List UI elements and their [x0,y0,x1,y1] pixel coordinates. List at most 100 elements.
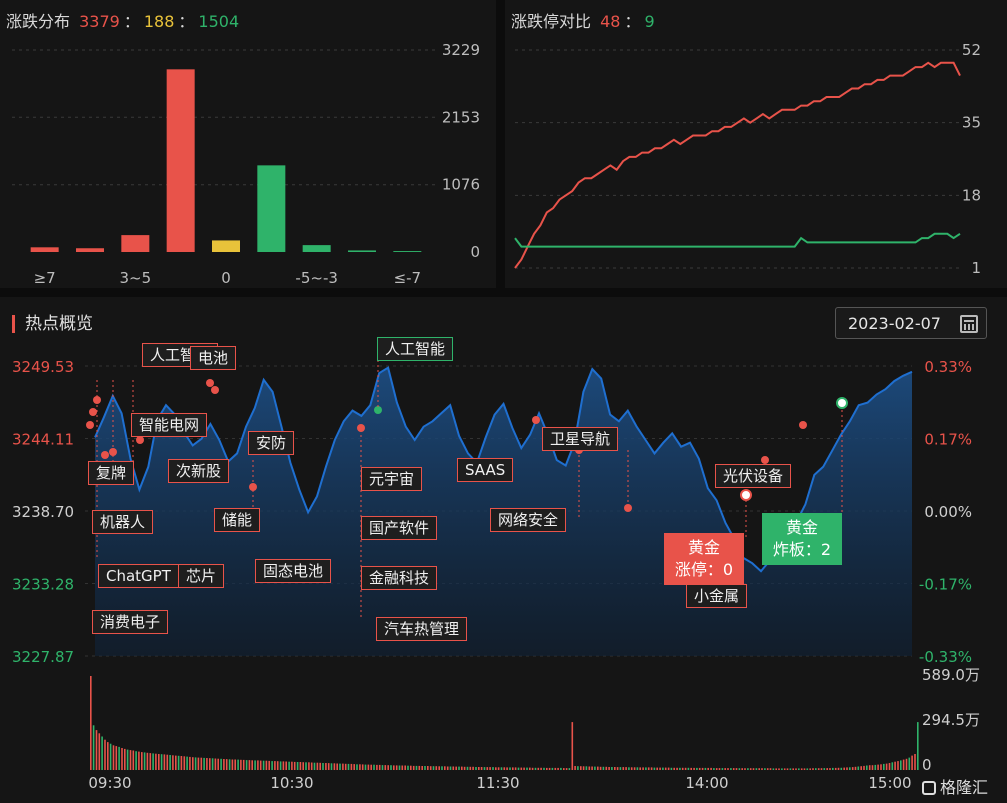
volume-bar [333,763,336,770]
date-picker[interactable]: 2023-02-07 [835,307,987,339]
volume-bar [829,768,831,770]
volume-bar [608,767,610,770]
volume-bar [401,765,404,770]
volume-bar [826,768,828,770]
volume-bar [206,758,208,770]
volume-bar [622,767,625,770]
volume-bar [424,766,426,770]
volume-bar [514,767,517,770]
hot-tag[interactable]: 卫星导航 [542,427,619,451]
volume-bar [681,767,684,770]
volume-bar [469,766,472,770]
y-tick-label-left: 3238.70 [12,503,74,521]
volume-bar [625,767,627,770]
volume-bar [121,748,123,770]
volume-bar [747,768,749,770]
volume-bar [891,762,894,770]
volume-bar [183,756,186,770]
hot-tag[interactable]: 国产软件 [361,516,438,540]
hot-tag[interactable]: 电池 [190,346,237,370]
event-dot [136,436,144,444]
volume-bar [897,761,899,770]
limit-panel: 涨跌停对比 48： 9 1 18 35 52 [505,0,1007,288]
hot-tag[interactable]: 汽车热管理 [376,617,468,641]
volume-bar [480,767,483,770]
date-value: 2023-02-07 [848,314,941,333]
volume-bar [359,764,361,770]
y-tick-label-right: -0.33% [919,648,972,666]
volume-bar [237,759,239,770]
volume-bar [580,766,582,770]
volume-bar [894,761,896,770]
volume-bar [772,768,775,770]
volume-bar [305,762,307,770]
volume-bar [257,760,259,770]
y-tick-label-right: 0.33% [924,358,972,376]
volume-bar [461,766,463,770]
volume-bar [248,760,251,770]
gold-limit-box[interactable]: 黄金 涨停：0 [664,533,744,585]
hot-tag[interactable]: 复牌 [88,461,135,485]
hot-tag[interactable]: 次新股 [168,459,230,483]
hot-tag[interactable]: 网络安全 [490,508,567,532]
y-tick-label-left: 3233.28 [12,576,74,594]
volume-bar [509,767,511,770]
volume-bar [438,766,440,770]
hot-tag[interactable]: 机器人 [92,510,154,534]
volume-bar [761,768,763,770]
hot-tag[interactable]: 安防 [248,431,295,455]
volume-bar [781,768,783,770]
volume-bar [268,760,270,770]
up-count: 3379 [79,12,120,31]
volume-bar [259,760,262,770]
volume-bar [98,733,101,770]
volume-bar [594,766,596,770]
separator: ： [178,12,195,31]
volume-bar [458,766,460,770]
hot-tag[interactable]: 储能 [214,508,261,532]
volume-bar [812,768,814,770]
hot-tag[interactable]: 消费电子 [92,610,169,634]
hot-tag[interactable]: 小金属 [686,584,748,608]
hot-tag[interactable]: 智能电网 [131,413,208,437]
volume-axis-label: 0 [922,756,932,774]
volume-bar [313,762,316,770]
volume-bar [197,757,200,770]
volume-bar [656,767,658,770]
gold-bust-box[interactable]: 黄金 炸板：2 [762,513,842,565]
hot-tag[interactable]: 固态电池 [255,559,332,583]
volume-bar [834,767,837,770]
hot-tag[interactable]: 芯片 [178,564,225,588]
hot-tag[interactable]: 元宇宙 [361,467,423,491]
volume-bar [857,766,860,770]
volume-bar [192,757,194,770]
volume-bar [325,763,327,770]
volume-bar [308,762,310,770]
volume-bar [158,754,160,770]
volume-bar [577,766,579,770]
volume-bar [175,755,177,770]
volume-bar [172,755,174,770]
volume-bar [738,768,741,770]
hot-tag[interactable]: 人工智能 [377,337,454,361]
volume-bar [560,767,562,770]
hot-tag[interactable]: 光伏设备 [715,464,792,488]
calendar-icon[interactable] [960,315,978,333]
hot-tag[interactable]: 金融科技 [361,566,438,590]
y-tick-label: 35 [962,114,981,132]
hot-tag[interactable]: ChatGPT [98,564,179,588]
volume-bar [597,766,599,770]
volume-bar [902,759,905,770]
volume-bar [707,767,709,770]
volume-bar [531,767,534,770]
hot-tag[interactable]: SAAS [457,458,514,482]
event-dot [357,424,365,432]
volume-bar [344,763,347,770]
volume-bar [679,767,681,770]
logo-icon [922,781,936,795]
volume-bar [330,763,333,770]
volume-bar [225,759,228,770]
volume-bar [356,764,358,770]
volume-bar [310,762,313,770]
